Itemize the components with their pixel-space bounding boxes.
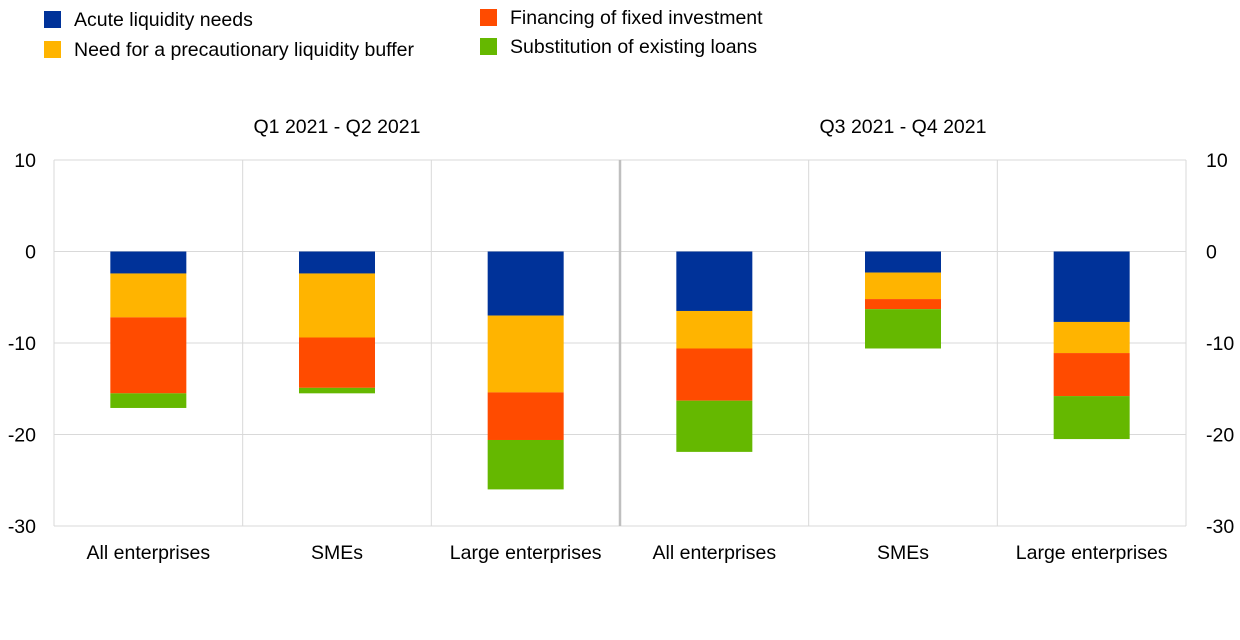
legend: Acute liquidity needs Need for a precauti…: [44, 7, 763, 61]
y-tick-label-left-0: 10: [14, 150, 36, 172]
bar-p1-c0-s0: [676, 251, 753, 311]
bar-p1-c0-s2: [676, 348, 753, 401]
x-tick-label-p0-c0: All enterprises: [87, 542, 211, 564]
legend-swatch-0: [44, 11, 61, 28]
bar-p1-c0-s1: [676, 310, 753, 349]
y-tick-label-right-1: 0: [1206, 242, 1217, 264]
panel-title-1: Q3 2021 - Q4 2021: [820, 116, 987, 138]
panel-title-0: Q1 2021 - Q2 2021: [254, 116, 421, 138]
bar-p1-c2-s1: [1053, 321, 1130, 354]
bar-p1-c2-s3: [1053, 396, 1130, 440]
x-tick-label-p1-c0: All enterprises: [653, 542, 777, 564]
legend-swatch-1: [44, 41, 61, 58]
legend-label-3: Substitution of existing loans: [510, 36, 757, 58]
legend-swatch-3: [480, 38, 497, 55]
panel-titles: Q1 2021 - Q2 2021 Q3 2021 - Q4 2021: [254, 116, 987, 138]
bar-p1-c2-s0: [1053, 251, 1130, 322]
y-tick-label-left-4: -30: [8, 516, 36, 538]
y-tick-label-left-3: -20: [8, 425, 36, 447]
y-tick-label-right-3: -20: [1206, 425, 1234, 447]
bar-p1-c1-s3: [865, 309, 941, 349]
bar-p1-c1-s1: [865, 272, 941, 300]
bar-p1-c1-s2: [865, 299, 941, 310]
y-tick-label-right-4: -30: [1206, 516, 1234, 538]
bar-p0-c1-s3: [299, 387, 375, 394]
bars: All enterprises SMEs Large enterprises All …: [87, 251, 1168, 564]
bar-p1-c2-s2: [1053, 353, 1130, 397]
axes: 10 10 0 0 -10 -10 -20 -20 -30 -30: [8, 150, 1235, 538]
x-tick-label-p1-c1: SMEs: [877, 542, 929, 564]
legend-label-1: Need for a precautionary liquidity buffe…: [74, 39, 415, 61]
bar-p0-c0-s0: [110, 251, 187, 274]
bar-p0-c0-s2: [110, 317, 187, 394]
legend-label-0: Acute liquidity needs: [74, 9, 253, 31]
bar-p0-c1-s2: [299, 337, 375, 388]
x-tick-label-p0-c1: SMEs: [311, 542, 363, 564]
y-tick-label-right-0: 10: [1206, 150, 1228, 172]
bar-p0-c2-s2: [487, 392, 564, 440]
bar-p0-c1-s0: [299, 251, 375, 274]
bar-p0-c0-s1: [110, 273, 187, 318]
x-tick-label-p1-c2: Large enterprises: [1016, 542, 1168, 564]
y-tick-label-right-2: -10: [1206, 333, 1234, 355]
bar-p0-c2-s0: [487, 251, 564, 316]
y-tick-label-left-2: -10: [8, 333, 36, 355]
y-tick-label-left-1: 0: [25, 242, 36, 264]
bar-p0-c2-s3: [487, 439, 564, 490]
legend-label-2: Financing of fixed investment: [510, 7, 763, 29]
bar-p1-c1-s0: [865, 251, 941, 273]
x-tick-label-p0-c2: Large enterprises: [450, 542, 602, 564]
bar-p0-c0-s3: [110, 393, 187, 408]
bar-p0-c2-s1: [487, 315, 564, 393]
bar-p0-c1-s1: [299, 273, 375, 338]
gridlines: [53, 159, 1187, 527]
bar-p1-c0-s3: [676, 400, 753, 452]
legend-swatch-2: [480, 9, 497, 26]
